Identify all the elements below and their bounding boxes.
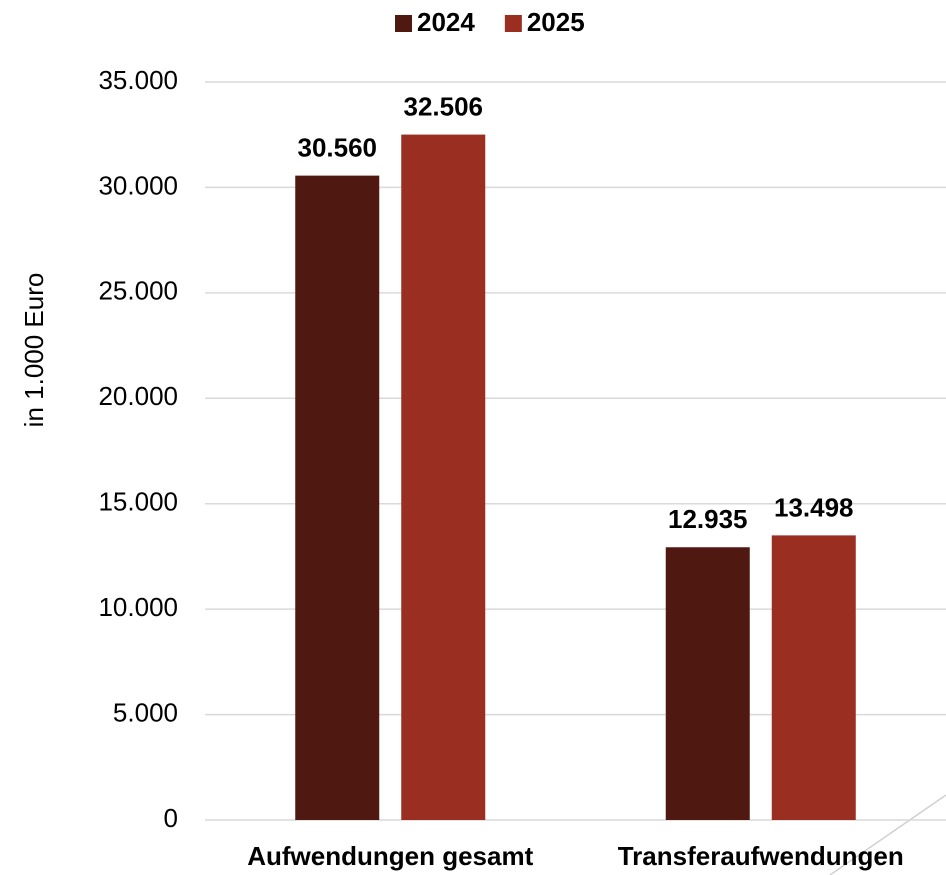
y-tick-label: 35.000 xyxy=(98,65,178,95)
y-tick-label: 20.000 xyxy=(98,381,178,411)
data-label: 30.560 xyxy=(297,132,377,162)
decoration-line xyxy=(829,794,946,875)
y-tick-label: 0 xyxy=(164,803,178,833)
legend-label: 2024 xyxy=(417,7,475,37)
bar xyxy=(665,547,750,820)
y-axis-title: in 1.000 Euro xyxy=(19,273,49,428)
data-label: 12.935 xyxy=(668,504,748,534)
y-tick-label: 5.000 xyxy=(113,697,178,727)
legend-swatch xyxy=(504,15,522,32)
y-tick-label: 25.000 xyxy=(98,276,178,306)
bar xyxy=(401,134,486,820)
legend-swatch xyxy=(395,15,412,32)
data-label: 13.498 xyxy=(774,492,854,522)
bar xyxy=(295,175,380,820)
y-tick-label: 30.000 xyxy=(98,170,178,200)
data-label: 32.506 xyxy=(403,91,483,121)
y-tick-label: 10.000 xyxy=(98,592,178,622)
x-tick-label: Transferaufwendungen xyxy=(618,841,904,871)
legend-label: 2025 xyxy=(527,7,585,37)
y-tick-label: 15.000 xyxy=(98,487,178,517)
bar xyxy=(771,535,856,820)
x-tick-label: Aufwendungen gesamt xyxy=(247,841,533,871)
